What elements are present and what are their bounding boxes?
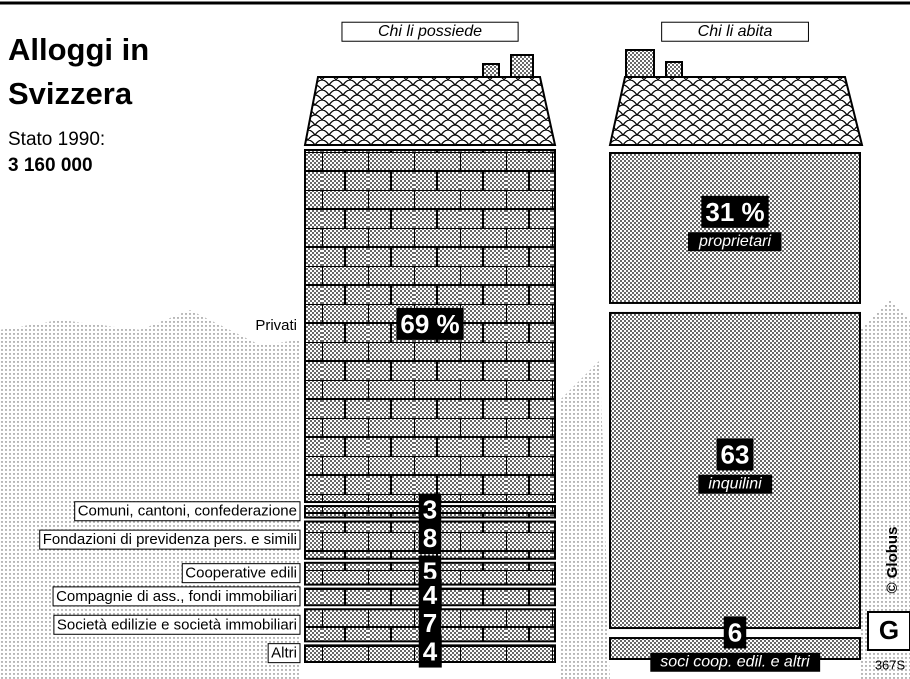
value-label: 69 % bbox=[400, 309, 459, 339]
segment bbox=[610, 313, 860, 628]
segment bbox=[610, 153, 860, 303]
logo-mark: G bbox=[879, 615, 899, 645]
roof bbox=[610, 77, 862, 145]
chimney bbox=[483, 64, 499, 78]
subtitle: Stato 1990: bbox=[8, 129, 105, 150]
roof bbox=[305, 77, 555, 145]
total: 3 160 000 bbox=[8, 155, 93, 176]
value-label: 4 bbox=[423, 637, 438, 667]
chimney bbox=[511, 55, 533, 78]
value-label: 31 % bbox=[705, 197, 764, 227]
category-label: Cooperative edili bbox=[185, 565, 297, 582]
category-label: Compagnie di ass., fondi immobiliari bbox=[56, 588, 297, 605]
value-label: 6 bbox=[728, 617, 742, 647]
title: Alloggi in bbox=[8, 32, 149, 67]
value-label: 63 bbox=[721, 439, 750, 469]
category-label: Comuni, cantoni, confederazione bbox=[78, 503, 297, 520]
panel-title: Chi li abita bbox=[698, 23, 773, 40]
page: Alloggi in Svizzera Stato 1990: 3 160 00… bbox=[0, 0, 910, 679]
value-label: 3 bbox=[423, 495, 437, 525]
category-label: Altri bbox=[271, 645, 297, 662]
category-label: soci coop. edil. e altri bbox=[660, 654, 810, 671]
chimney bbox=[626, 50, 654, 78]
infographic: Alloggi in Svizzera Stato 1990: 3 160 00… bbox=[0, 0, 910, 679]
category-label: inquilini bbox=[708, 476, 762, 493]
mountains bbox=[560, 360, 610, 679]
value-label: 7 bbox=[423, 608, 437, 638]
category-label: Privati bbox=[255, 317, 297, 334]
chimney bbox=[666, 62, 682, 78]
category-label: Società edilizie e società immobiliari bbox=[57, 616, 297, 633]
credit: © Globus bbox=[884, 527, 901, 594]
title: Svizzera bbox=[8, 76, 133, 111]
value-label: 8 bbox=[423, 523, 437, 553]
category-label: Fondazioni di previdenza pers. e simili bbox=[43, 531, 297, 548]
category-label: proprietari bbox=[698, 233, 771, 250]
code: 367S bbox=[875, 657, 906, 672]
panel-title: Chi li possiede bbox=[378, 23, 482, 40]
value-label: 4 bbox=[423, 580, 438, 610]
